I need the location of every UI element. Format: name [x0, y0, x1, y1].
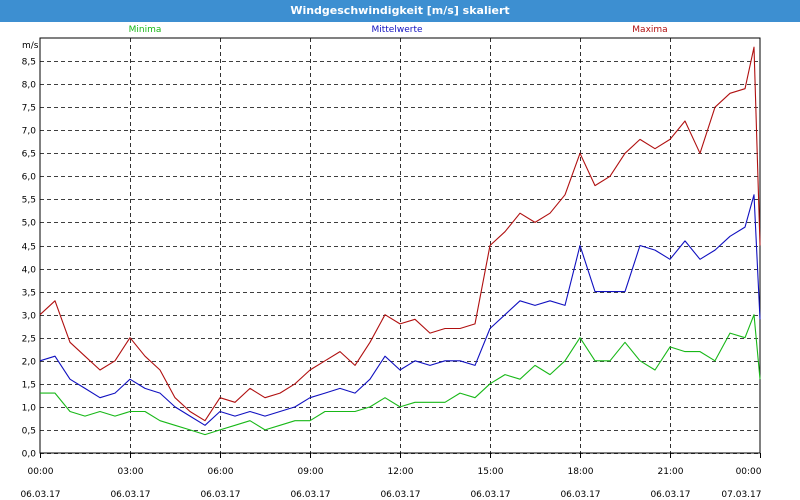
x-tick-date-label: 06.03.17	[380, 490, 420, 500]
chart-series	[39, 46, 761, 436]
y-tick-label: 0,0	[22, 450, 37, 460]
y-tick-label: 6,0	[22, 173, 37, 183]
x-tick-date-label: 07.03.17	[721, 490, 761, 500]
x-tick-time-label: 21:00	[658, 467, 684, 477]
plot-frame	[39, 37, 761, 454]
x-tick-time-label: 18:00	[568, 467, 594, 477]
x-tick-date-label: 06.03.17	[20, 490, 60, 500]
y-tick-label: 2,0	[22, 358, 37, 368]
wind-speed-chart: 0,0 0,5 1,0 1,5 2,0 2,5 3,0 3,5 4,0 4,5 5,0 5,5 6,0 6…	[20, 25, 762, 500]
series-line-mittelwerte	[39, 194, 761, 426]
y-tick-label: 2,5	[22, 335, 36, 345]
x-tick-time-label: 12:00	[388, 467, 414, 477]
x-tick-date-label: 06.03.17	[560, 490, 600, 500]
y-tick-label: 8,0	[22, 81, 37, 91]
y-tick-label: 5,0	[22, 219, 37, 229]
x-tick-time-label: 00:00	[28, 467, 54, 477]
x-tick-time-label: 00:00	[736, 467, 762, 477]
y-tick-label: 5,5	[22, 196, 36, 206]
y-tick-label: 6,5	[22, 150, 36, 160]
x-tick-time-label: 03:00	[118, 467, 144, 477]
x-tick-date-label: 06.03.17	[290, 490, 330, 500]
window-title: Windgeschwindigkeit [m/s] skaliert	[0, 0, 800, 22]
y-tick-label: 0,5	[22, 427, 36, 437]
legend-mittelwerte: Mittelwerte	[371, 25, 422, 35]
chart-legend: Minima Mittelwerte Maxima	[129, 25, 668, 35]
x-tick-time-label: 09:00	[298, 467, 324, 477]
series-line-minima	[40, 314, 761, 436]
series-line-maxima	[39, 46, 761, 422]
y-tick-label: 4,0	[22, 266, 37, 276]
x-tick-date-label: 06.03.17	[200, 490, 240, 500]
y-tick-label: 1,5	[22, 381, 36, 391]
legend-maxima: Maxima	[632, 25, 667, 35]
y-tick-label: 7,0	[22, 127, 37, 137]
x-tick-date-label: 06.03.17	[470, 490, 510, 500]
y-tick-label: 7,5	[22, 104, 36, 114]
x-tick-date-label: 06.03.17	[650, 490, 690, 500]
chart-axes: 0,0 0,5 1,0 1,5 2,0 2,5 3,0 3,5 4,0 4,5 5,0 5,5 6,0 6…	[20, 37, 762, 500]
legend-minima: Minima	[129, 25, 162, 35]
y-tick-label: 3,5	[22, 289, 36, 299]
x-tick-time-label: 15:00	[478, 467, 504, 477]
y-tick-label: 1,0	[22, 404, 37, 414]
y-axis-label: m/s	[22, 41, 39, 51]
y-tick-label: 3,0	[22, 312, 37, 322]
x-tick-date-label: 06.03.17	[110, 490, 150, 500]
y-tick-label: 4,5	[22, 243, 36, 253]
y-tick-label: 8,5	[22, 58, 36, 68]
x-tick-time-label: 06:00	[208, 467, 234, 477]
chart-grid	[40, 38, 760, 454]
